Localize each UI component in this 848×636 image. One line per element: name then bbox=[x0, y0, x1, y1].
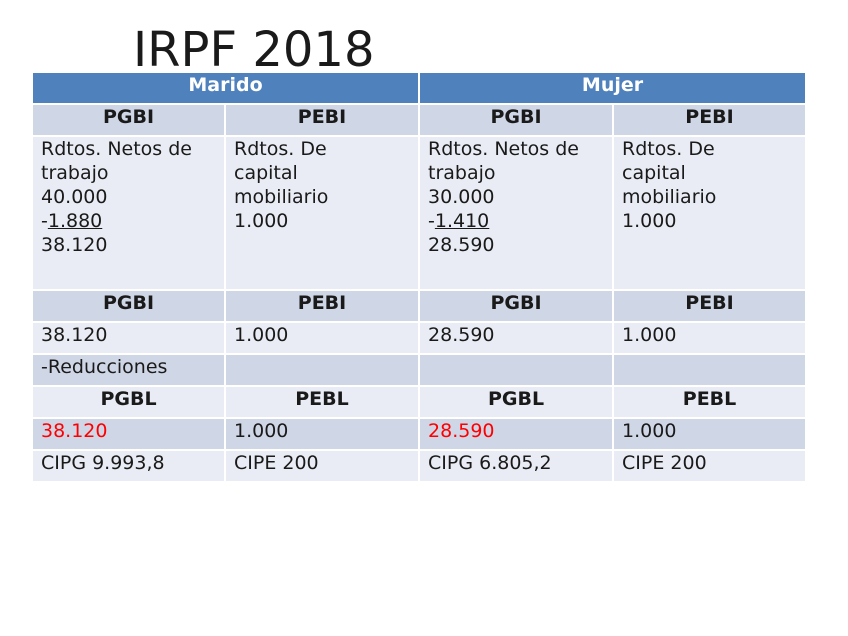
subheader-cell: PGBI bbox=[31, 289, 226, 323]
table-cell: 38.120 bbox=[31, 417, 226, 451]
table-cell bbox=[223, 353, 421, 387]
liquidables-row: 38.120 1.000 28.590 1.000 bbox=[31, 417, 808, 451]
label-text: capital bbox=[622, 162, 686, 184]
header-marido: Marido bbox=[30, 71, 421, 105]
label-text: Rdtos. Netos de bbox=[428, 138, 579, 160]
table-cell: 28.590 bbox=[418, 321, 615, 355]
subheader-cell: PEBI bbox=[612, 289, 808, 323]
rendimientos-row: Rdtos. Netos de trabajo 40.000 -1.880 38… bbox=[31, 135, 808, 291]
subheader-row-3: PGBL PEBL PGBL PEBL bbox=[31, 385, 808, 419]
subheader-cell: PEBL bbox=[223, 385, 421, 419]
capital-value: 1.000 bbox=[622, 210, 677, 232]
label-text: trabajo bbox=[428, 162, 496, 184]
deduction-value: 1.410 bbox=[434, 210, 490, 232]
table-cell: -Reducciones bbox=[31, 353, 226, 387]
table-cell bbox=[612, 353, 808, 387]
page-title: IRPF 2018 bbox=[133, 22, 375, 78]
net-value: 38.120 bbox=[41, 234, 108, 256]
gross-value: 40.000 bbox=[41, 186, 108, 208]
label-text: Rdtos. De bbox=[234, 138, 327, 160]
table-cell: CIPG 6.805,2 bbox=[418, 449, 615, 483]
mujer-trabajo-cell: Rdtos. Netos de trabajo 30.000 -1.410 28… bbox=[418, 135, 615, 291]
reducciones-row: -Reducciones bbox=[31, 353, 808, 387]
marido-trabajo-cell: Rdtos. Netos de trabajo 40.000 -1.880 38… bbox=[31, 135, 226, 291]
net-value: 28.590 bbox=[428, 234, 495, 256]
label-text: trabajo bbox=[41, 162, 109, 184]
header-row: Marido Mujer bbox=[30, 71, 808, 105]
label-text: mobiliario bbox=[234, 186, 329, 208]
minus-sign: - bbox=[41, 210, 48, 232]
subheader-cell: PGBI bbox=[31, 103, 226, 137]
minus-sign: - bbox=[428, 210, 435, 232]
subheader-row-2: PGBI PEBI PGBI PEBI bbox=[31, 289, 808, 323]
deduction-line: -1.880 bbox=[41, 209, 216, 233]
table-cell bbox=[418, 353, 615, 387]
marido-capital-cell: Rdtos. De capital mobiliario 1.000 bbox=[223, 135, 421, 291]
label-text: mobiliario bbox=[622, 186, 717, 208]
table-cell: CIPE 200 bbox=[223, 449, 421, 483]
subheader-cell: PEBI bbox=[223, 103, 421, 137]
deduction-value: 1.880 bbox=[47, 210, 103, 232]
bases-row: 38.120 1.000 28.590 1.000 bbox=[31, 321, 808, 355]
table-cell: 1.000 bbox=[223, 417, 421, 451]
subheader-cell: PEBI bbox=[223, 289, 421, 323]
subheader-cell: PEBI bbox=[612, 103, 808, 137]
subheader-cell: PGBL bbox=[31, 385, 226, 419]
mujer-capital-cell: Rdtos. De capital mobiliario 1.000 bbox=[612, 135, 808, 291]
deduction-line: -1.410 bbox=[428, 209, 604, 233]
subheader-cell: PEBL bbox=[612, 385, 808, 419]
subheader-cell: PGBI bbox=[418, 289, 615, 323]
table-cell: 1.000 bbox=[612, 321, 808, 355]
irpf-table: Marido Mujer PGBI PEBI PGBI PEBI Rdtos. … bbox=[30, 71, 808, 483]
table-cell: 1.000 bbox=[612, 417, 808, 451]
gross-value: 30.000 bbox=[428, 186, 495, 208]
label-text: capital bbox=[234, 162, 298, 184]
table-cell: 38.120 bbox=[31, 321, 226, 355]
table-cell: 28.590 bbox=[418, 417, 615, 451]
table-cell: CIPE 200 bbox=[612, 449, 808, 483]
subheader-cell: PGBL bbox=[418, 385, 615, 419]
cuotas-row: CIPG 9.993,8 CIPE 200 CIPG 6.805,2 CIPE … bbox=[31, 449, 808, 483]
subheader-cell: PGBI bbox=[418, 103, 615, 137]
table-cell: CIPG 9.993,8 bbox=[31, 449, 226, 483]
capital-value: 1.000 bbox=[234, 210, 289, 232]
table-cell: 1.000 bbox=[223, 321, 421, 355]
label-text: Rdtos. Netos de bbox=[41, 138, 192, 160]
label-text: Rdtos. De bbox=[622, 138, 715, 160]
header-mujer: Mujer bbox=[418, 71, 808, 105]
subheader-row-1: PGBI PEBI PGBI PEBI bbox=[31, 103, 808, 137]
